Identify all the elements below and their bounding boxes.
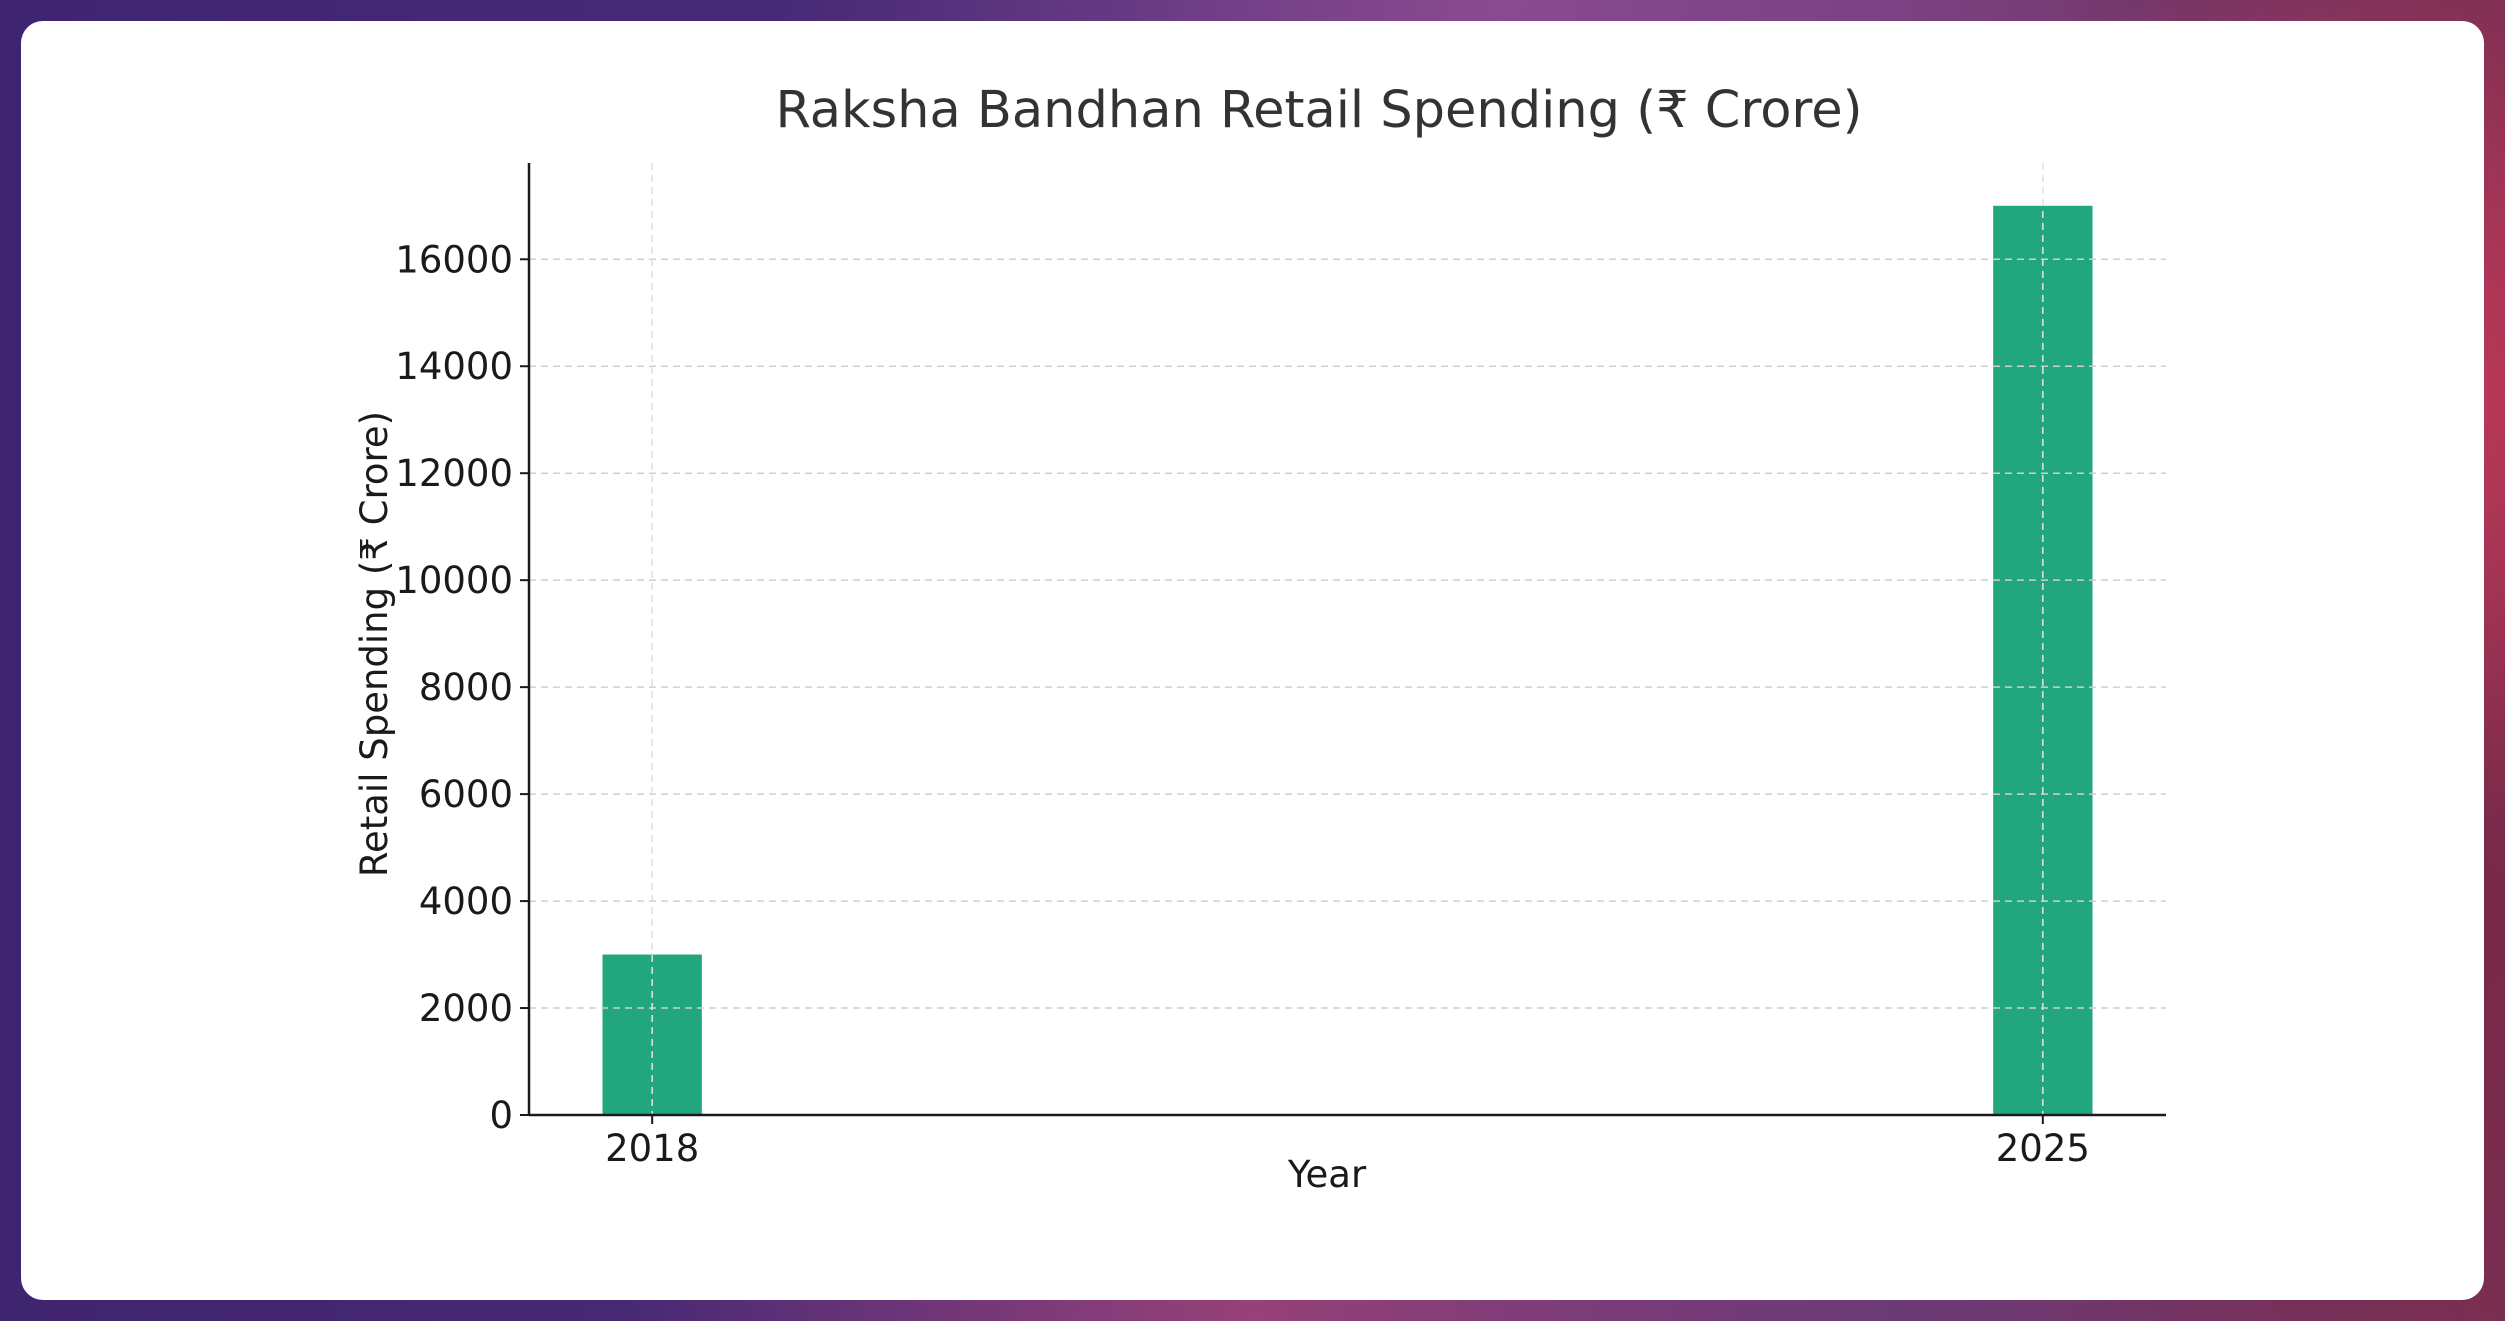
bar-chart: Raksha Bandhan Retail Spending (₹ Crore)… [353,81,2166,1196]
y-tick-labels: 0 2000 4000 6000 8000 10000 12000 14000 16000 [395,238,513,1137]
y-tick-label: 6000 [419,773,513,816]
x-tick-label: 2025 [1996,1127,2090,1170]
bars [602,205,2093,1116]
y-tick-label: 14000 [395,345,513,388]
y-axis-title: Retail Spending (₹ Crore) [353,411,396,877]
y-tick-label: 8000 [419,666,513,709]
axes [520,163,2166,1124]
chart-title: Raksha Bandhan Retail Spending (₹ Crore) [775,81,1862,140]
y-tick-label: 12000 [395,452,513,495]
y-tick-label: 0 [489,1094,513,1137]
y-tick-label: 16000 [395,238,513,281]
y-tick-label: 4000 [419,880,513,923]
y-tick-label: 10000 [395,559,513,602]
x-axis-title: Year [1287,1153,1367,1196]
x-tick-labels: 2018 2025 [605,1127,2090,1170]
gridlines [529,163,2166,1115]
chart-card: Raksha Bandhan Retail Spending (₹ Crore)… [21,21,2484,1300]
x-tick-label: 2018 [605,1127,699,1170]
y-tick-label: 2000 [419,987,513,1030]
